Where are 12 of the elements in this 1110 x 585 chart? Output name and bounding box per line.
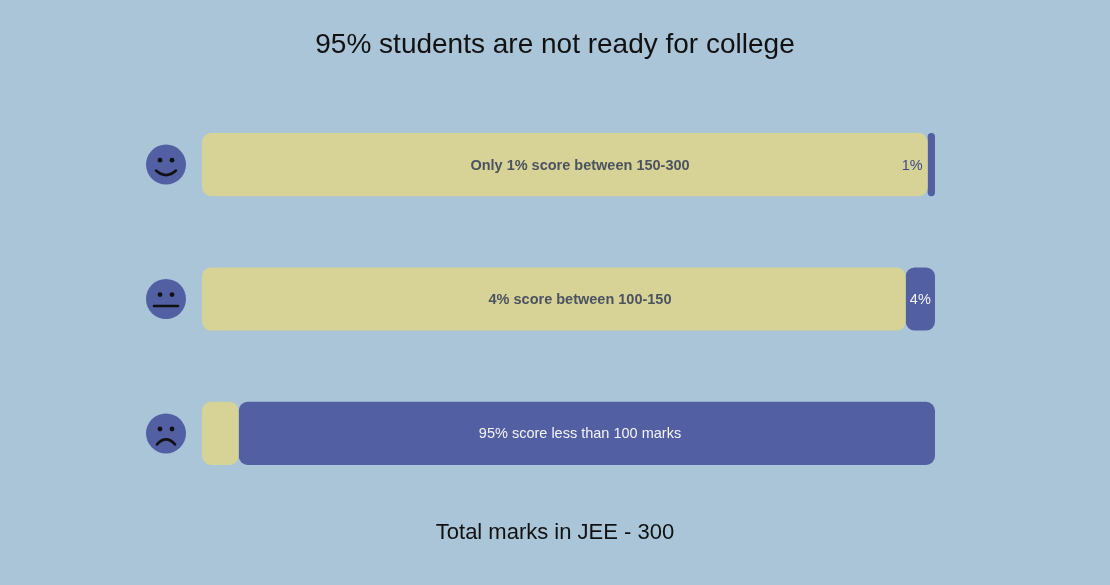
y-tick-label: Only 1% score between 150-300 bbox=[470, 156, 690, 173]
bar bbox=[202, 267, 906, 331]
y-tick-label: 95% score less than 100 marks bbox=[478, 425, 682, 442]
text: Total marks in JEE - 300 bbox=[435, 519, 675, 544]
bar bbox=[202, 401, 239, 465]
data-label: 4% bbox=[909, 291, 931, 308]
bar bbox=[927, 133, 935, 197]
bar bbox=[238, 401, 935, 465]
data-label: 1% bbox=[901, 156, 923, 173]
chart-title: 95% students are not ready for college bbox=[315, 28, 795, 59]
y-tick-label: 4% score between 100-150 bbox=[488, 291, 672, 308]
bar bbox=[202, 133, 928, 197]
